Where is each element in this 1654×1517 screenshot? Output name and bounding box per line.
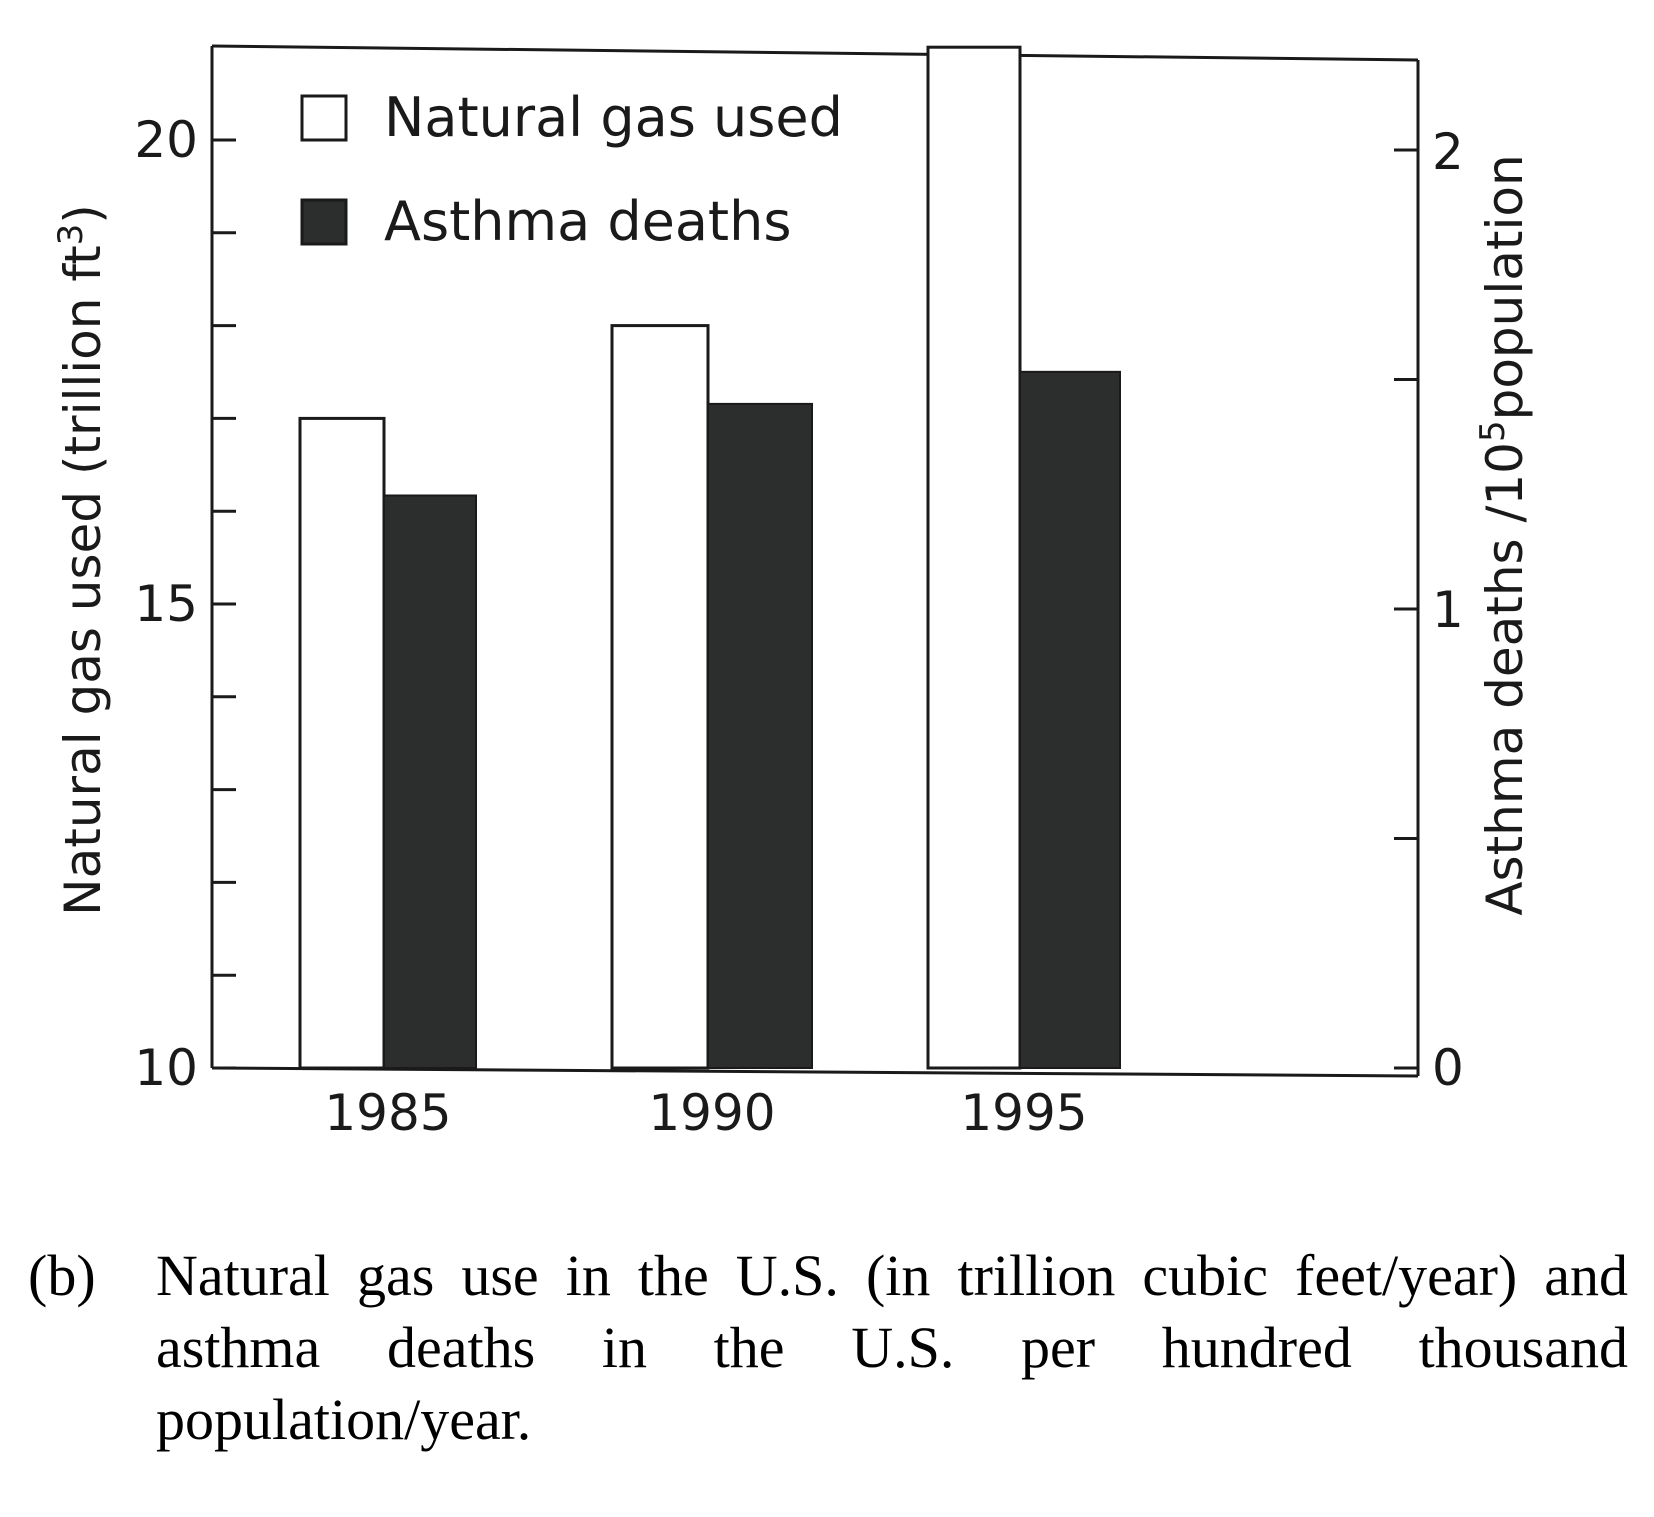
legend: Natural gas used Asthma deaths [300,86,843,253]
bar-natural-gas-1985 [298,416,386,1070]
left-tick-label: 20 [134,111,198,169]
axes [210,44,1420,1078]
top-frame-line [211,44,1419,62]
x-tick-label: 1995 [960,1084,1087,1142]
legend-label: Natural gas used [384,86,843,149]
bars [298,45,1121,1070]
bar-asthma-deaths-1995 [1019,370,1121,1069]
bar-natural-gas-1995 [926,45,1022,1070]
x-tick-label: 1990 [648,1084,775,1142]
legend-swatch [300,94,348,142]
legend-swatch [300,198,348,246]
left-axis-title-main: Natural gas used (trillion ft [54,245,112,916]
chart-area: Natural gas used Asthma deaths 1985 1990 19… [51,44,1534,1142]
right-axis-title-main: Asthma deaths /10 [1476,442,1534,916]
left-axis-title: Natural gas used (trillion ft3) [51,204,112,916]
left-axis-title-sup: 3 [51,224,91,246]
x-axis-line [211,1066,1419,1078]
bar-asthma-deaths-1990 [707,402,813,1069]
right-axis-title: Asthma deaths /105population [1473,154,1534,915]
right-tick-label: 2 [1432,123,1464,181]
caption-label: (b) [28,1243,96,1308]
right-tick-label: 1 [1432,581,1464,639]
left-tick-label: 15 [134,575,198,633]
right-tick-label: 0 [1432,1039,1464,1097]
legend-label: Asthma deaths [384,190,791,253]
x-tick-label: 1985 [324,1084,451,1142]
bar-asthma-deaths-1985 [383,494,477,1069]
left-tick-label: 10 [134,1039,198,1097]
right-axis-title-rest: population [1476,154,1534,420]
bar-natural-gas-1990 [610,324,710,1070]
right-axis-title-sup: 5 [1473,420,1513,442]
figure-caption: (b) Natural gas use in the U.S. (in tril… [28,1240,1628,1456]
caption-text: Natural gas use in the U.S. (in trillion… [156,1243,1628,1452]
axis-labels: 1985 1990 1995 10 15 20 0 1 2 Natural gas used (t… [51,111,1534,1142]
left-axis-title-close: ) [54,204,112,224]
